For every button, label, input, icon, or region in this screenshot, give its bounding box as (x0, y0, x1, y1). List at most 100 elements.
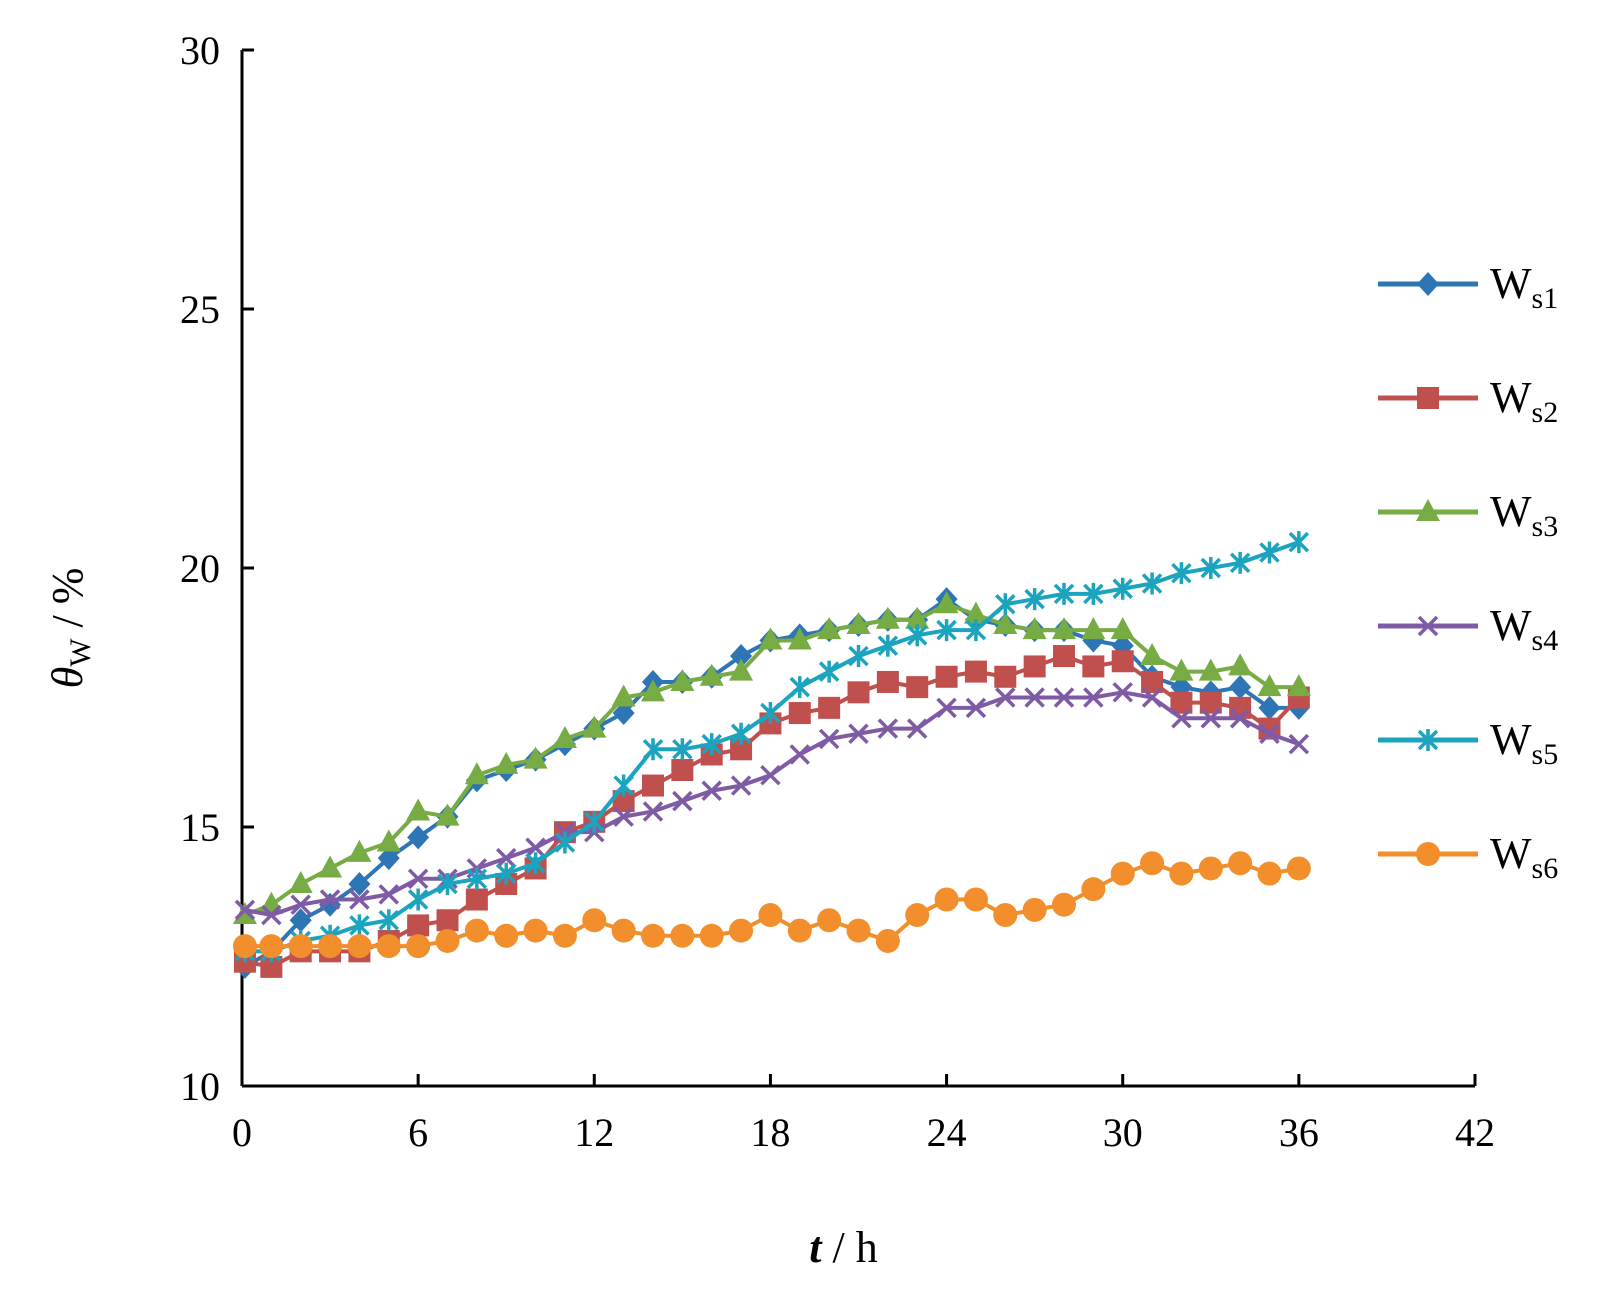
data-point-s3 (1081, 617, 1106, 640)
data-point-s2 (642, 774, 664, 797)
data-point-s3 (1140, 643, 1165, 666)
x-tick-label: 36 (1279, 1110, 1319, 1155)
data-point-s4 (495, 847, 517, 869)
x-tick-label: 30 (1103, 1110, 1143, 1155)
data-point-s2 (876, 670, 899, 693)
data-point-s2 (671, 759, 694, 782)
data-point-s3 (347, 839, 372, 862)
x-tick-label: 12 (574, 1110, 614, 1155)
data-point-s2 (906, 676, 929, 699)
legend-label: Ws3 (1490, 487, 1558, 543)
data-point-s3 (582, 715, 607, 738)
data-point-s3 (435, 803, 460, 826)
data-point-s6 (875, 928, 900, 953)
data-point-s3 (376, 829, 401, 852)
data-point-s3 (993, 611, 1018, 634)
legend-marker (1416, 499, 1440, 521)
data-point-s6 (494, 923, 519, 948)
series-line-s5 (244, 540, 1300, 954)
data-point-s1 (377, 846, 400, 871)
data-point-s3 (1110, 617, 1135, 640)
data-point-s3 (1022, 617, 1047, 640)
data-point-s4 (1112, 682, 1133, 703)
data-point-s4 (1229, 707, 1251, 729)
data-point-s6 (1257, 861, 1282, 886)
data-point-s2 (1141, 670, 1164, 693)
data-point-s6 (347, 934, 372, 959)
data-point-s2 (436, 909, 459, 932)
legend: Ws1 Ws2 Ws3 Ws4 Ws5 Ws6 (1378, 259, 1558, 885)
data-point-s6 (1286, 856, 1311, 881)
data-point-s4 (672, 790, 693, 812)
data-point-s6 (1228, 851, 1253, 876)
data-point-s3 (1198, 658, 1223, 681)
data-point-s1 (319, 892, 342, 917)
data-point-s6 (729, 918, 754, 943)
data-point-s5 (877, 634, 899, 657)
data-point-s6 (1081, 877, 1106, 902)
data-point-s2 (407, 914, 430, 937)
data-point-s2 (818, 696, 841, 719)
y-tick-label: 30 (180, 28, 220, 73)
data-point-s2 (788, 702, 811, 725)
data-point-s6 (670, 923, 695, 948)
data-point-s6 (318, 934, 343, 959)
legend-label: Ws1 (1490, 259, 1558, 315)
data-point-s3 (934, 591, 959, 614)
data-point-s5 (672, 738, 693, 761)
data-point-s3 (1228, 653, 1253, 676)
data-point-s6 (846, 918, 871, 943)
data-point-s6 (934, 887, 959, 912)
data-point-s2 (1053, 645, 1075, 668)
data-point-s5 (466, 867, 488, 890)
data-point-s4 (234, 899, 256, 921)
data-point-s5 (349, 914, 370, 937)
data-point-s4 (1083, 687, 1104, 708)
data-point-s6 (232, 934, 257, 959)
legend-item-s3: Ws3 (1378, 487, 1558, 543)
data-point-s4 (818, 728, 840, 750)
data-point-s5 (495, 862, 517, 885)
y-tick-label: 15 (180, 805, 220, 850)
data-point-s4 (1200, 707, 1222, 729)
data-point-s4 (349, 889, 370, 910)
data-point-s2 (964, 660, 987, 683)
data-point-s5 (1083, 582, 1104, 605)
data-point-s4 (1171, 707, 1192, 729)
data-point-s5 (1141, 572, 1163, 595)
data-point-s4 (1053, 687, 1075, 708)
data-point-s5 (965, 619, 987, 642)
data-point-s5 (936, 619, 957, 642)
data-point-s4 (789, 744, 811, 765)
data-point-s3 (494, 751, 519, 774)
data-point-s5 (1288, 531, 1310, 554)
data-point-s6 (1052, 892, 1076, 917)
data-point-s3 (670, 668, 695, 691)
data-point-s5 (1112, 577, 1133, 600)
y-tick-label: 20 (180, 546, 220, 591)
data-point-s4 (261, 904, 282, 926)
data-point-s4 (730, 775, 752, 796)
data-point-s5 (1171, 562, 1192, 585)
data-point-s3 (1257, 674, 1282, 697)
data-point-s5 (848, 645, 869, 668)
data-point-s4 (613, 806, 634, 827)
x-tick-label: 42 (1455, 1110, 1495, 1155)
series-layer (232, 531, 1311, 979)
data-point-s6 (464, 918, 489, 943)
data-point-s1 (1229, 675, 1252, 700)
data-point-s6 (1022, 897, 1047, 922)
data-point-s6 (963, 887, 988, 912)
data-point-s6 (993, 903, 1018, 928)
data-point-s3 (875, 606, 900, 629)
data-point-s2 (1111, 650, 1134, 673)
data-point-s2 (730, 738, 753, 761)
y-axis-title: θW / % (43, 568, 97, 689)
data-point-s6 (699, 923, 724, 948)
data-point-s2 (1199, 691, 1222, 714)
data-point-s5 (613, 774, 634, 797)
legend-item-s2: Ws2 (1378, 373, 1558, 429)
data-point-s2 (465, 888, 488, 911)
data-point-s6 (758, 903, 783, 928)
